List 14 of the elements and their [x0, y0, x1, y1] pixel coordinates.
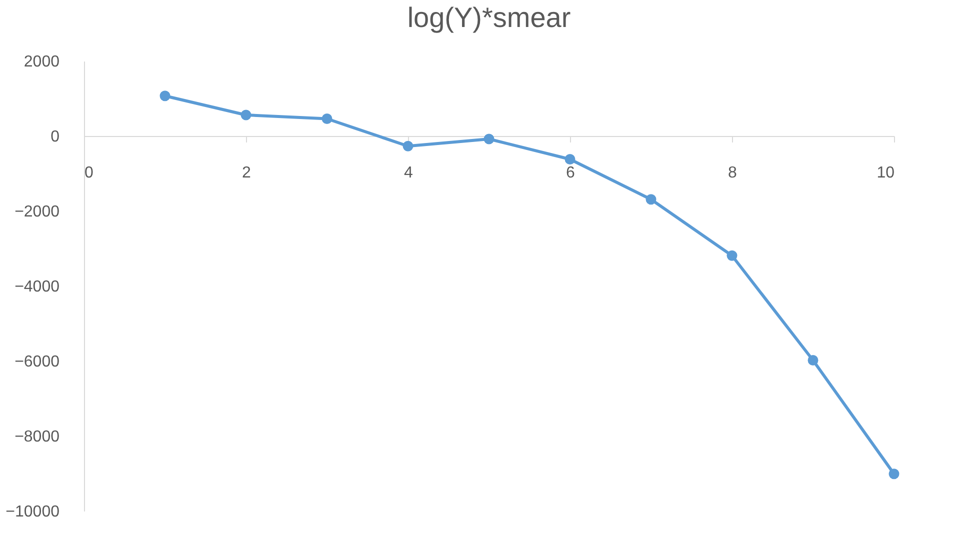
y-tick-label: 0	[50, 128, 60, 146]
x-tick-label: 10	[876, 164, 895, 182]
x-tick-label: 6	[566, 164, 576, 182]
x-tick-label: 4	[404, 164, 414, 182]
y-tick-label: −2000	[14, 204, 60, 220]
y-tick-label: −8000	[14, 428, 60, 446]
x-tick-label: 8	[728, 164, 738, 182]
y-tick-label: 2000	[24, 54, 60, 70]
y-tick-label: −10000	[6, 504, 60, 520]
y-tick-label: −4000	[14, 278, 60, 296]
chart-title: log(Y)*smear	[407, 2, 571, 33]
x-tick-label: 0	[84, 164, 94, 182]
x-tick-label: 2	[242, 164, 252, 182]
y-tick-label: −6000	[14, 354, 60, 370]
